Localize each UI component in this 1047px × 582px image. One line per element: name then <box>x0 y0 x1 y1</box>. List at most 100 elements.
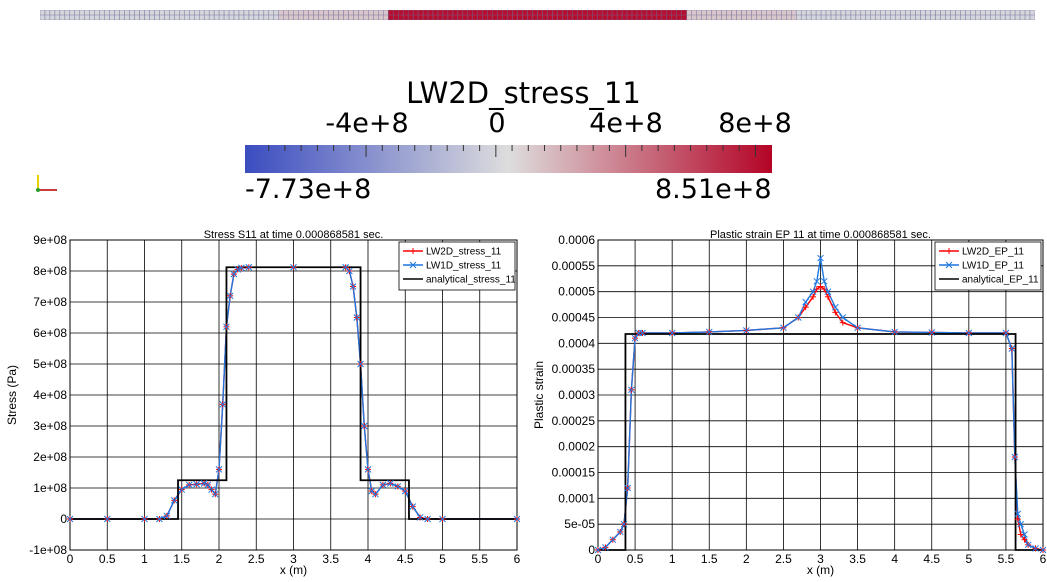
data-point <box>831 303 839 311</box>
x-tick-label: 0 <box>67 552 74 566</box>
x-tick-label: 5 <box>439 552 446 566</box>
x-tick-label: 3 <box>290 552 297 566</box>
y-axis-label: Plastic strain <box>532 361 546 429</box>
data-point <box>820 277 828 285</box>
x-tick-label: 0.5 <box>627 552 644 566</box>
data-point <box>928 329 936 336</box>
data-point <box>1011 453 1019 461</box>
data-point <box>821 286 828 293</box>
data-point <box>219 400 227 408</box>
data-point <box>813 277 821 285</box>
data-point <box>409 503 417 510</box>
scalar-bar: LW2D_stress_11 -4e+8 0 4e+8 8e+8 -7.73e+… <box>0 60 1047 210</box>
scalar-bar-tick-label: 4e+8 <box>589 108 663 139</box>
scalar-bar-tick-label: -4e+8 <box>325 108 409 139</box>
data-point <box>810 293 817 300</box>
data-point <box>824 293 831 300</box>
data-point <box>839 314 847 321</box>
data-point <box>346 267 353 275</box>
data-point <box>1032 545 1039 552</box>
data-point <box>245 263 253 271</box>
data-point <box>290 263 297 271</box>
data-point <box>1017 520 1025 528</box>
data-point <box>624 484 632 492</box>
data-point <box>1014 510 1022 518</box>
x-tick-label: 1.5 <box>173 552 190 566</box>
legend-entry: LW1D_EP_11 <box>939 261 1024 272</box>
data-point <box>66 515 74 523</box>
data-point <box>416 514 424 521</box>
mesh-strip <box>40 10 1035 20</box>
data-point <box>357 360 364 368</box>
data-point <box>809 288 817 296</box>
legend-entry: LW2D_stress_11 <box>403 247 502 258</box>
y-tick-label: 0.0003 <box>558 388 595 402</box>
data-point <box>141 515 148 523</box>
data-point <box>794 314 802 321</box>
data-point <box>594 546 602 554</box>
legend-entry: LW1D_stress_11 <box>403 261 502 272</box>
data-point <box>364 466 372 473</box>
data-point <box>178 486 186 493</box>
y-tick-label: -1e+08 <box>29 543 67 557</box>
legend <box>934 241 1042 291</box>
x-tick-label: 1.5 <box>701 552 718 566</box>
x-tick-label: 6 <box>514 552 520 566</box>
legend-entry: analytical_EP_11 <box>939 275 1039 286</box>
data-point <box>163 512 171 520</box>
data-point <box>817 254 824 262</box>
y-tick-label: 0.00045 <box>552 311 596 325</box>
data-point <box>1002 329 1010 337</box>
x-tick-label: 4.5 <box>923 552 940 566</box>
x-tick-label: 2.5 <box>775 552 792 566</box>
x-tick-label: 1 <box>141 552 148 566</box>
data-point <box>230 270 238 278</box>
data-point <box>616 528 624 536</box>
plastic-strain-chart: 0 0.5 1 1.5 2 2.5 3 3.5 4 4.5 5 5.5 6 0 5e-05 0.0001 0.0… <box>532 229 1047 577</box>
x-tick-label: 2.5 <box>248 552 265 566</box>
data-point <box>705 328 713 336</box>
legend-label: LW1D_stress_11 <box>426 261 502 272</box>
data-point <box>439 515 446 523</box>
scalar-bar-tick-label: 0 <box>488 108 506 139</box>
data-point <box>639 329 646 337</box>
plot-frame <box>597 239 1044 551</box>
x-tick-label: 2 <box>743 552 750 566</box>
data-point <box>386 479 394 487</box>
data-point <box>1017 531 1024 538</box>
legend-label: LW2D_EP_11 <box>962 247 1024 258</box>
y-tick-label: 0.00055 <box>552 259 596 273</box>
chart-title: Stress S11 at time 0.000868581 sec. <box>204 229 384 241</box>
data-point <box>1021 531 1028 538</box>
data-point <box>372 490 379 498</box>
data-point <box>156 515 163 523</box>
axes-triad-icon <box>36 175 57 192</box>
y-tick-label: 5e+08 <box>33 357 67 371</box>
y-tick-label: 0.0005 <box>558 285 595 299</box>
stress-chart: 0 0.5 1 1.5 2 2.5 3 3.5 4 4.5 5 5.5 6-1e+0801e+082e+… <box>5 229 520 577</box>
legend-label: LW1D_EP_11 <box>962 261 1024 272</box>
y-tick-label: 0.0006 <box>558 233 595 247</box>
y-tick-label: 0.00015 <box>552 466 596 480</box>
y-axis-label: Stress (Pa) <box>5 365 19 425</box>
y-tick-label: 0.0002 <box>558 440 595 454</box>
color-gradient-bar <box>245 145 772 173</box>
data-point <box>349 283 357 290</box>
data-point <box>1014 516 1021 522</box>
legend-entry: LW2D_EP_11 <box>939 247 1024 258</box>
legend-label: LW2D_stress_11 <box>426 247 502 258</box>
series-line-analytical_EP_11 <box>598 333 1043 551</box>
scalar-bar-min-label: -7.73e+8 <box>245 174 372 205</box>
data-point <box>193 480 201 488</box>
y-tick-label: 0.00025 <box>552 414 596 428</box>
x-tick-label: 4.5 <box>397 552 414 566</box>
legend <box>398 241 516 291</box>
data-point <box>223 323 230 331</box>
x-axis-label: x (m) <box>280 563 307 577</box>
data-point <box>832 309 839 316</box>
y-tick-label: 0.0001 <box>558 491 595 505</box>
legend-entry: analytical_stress_11 <box>403 275 516 286</box>
data-point <box>394 483 402 490</box>
x-tick-label: 4 <box>365 552 372 566</box>
data-point <box>839 319 846 326</box>
